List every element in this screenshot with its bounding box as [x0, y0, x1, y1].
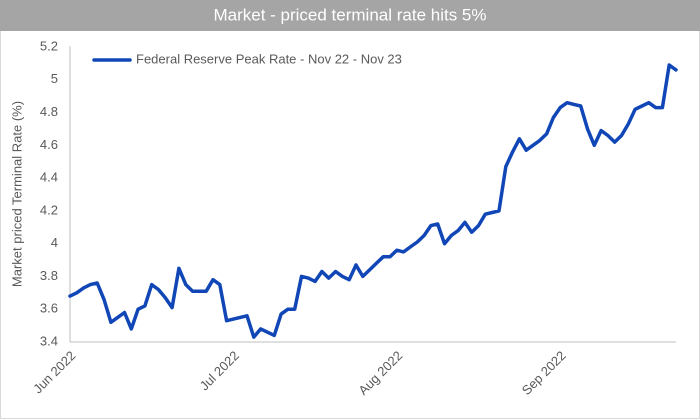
y-tick-label: 4 [51, 235, 58, 250]
y-tick-label: 4.6 [40, 137, 58, 152]
legend-label: Federal Reserve Peak Rate - Nov 22 - Nov… [136, 51, 402, 66]
chart-title: Market - priced terminal rate hits 5% [213, 5, 486, 24]
data-line [68, 63, 678, 339]
y-tick-label: 3.4 [40, 333, 58, 348]
y-tick-label: 3.8 [40, 268, 58, 283]
y-tick-label: 4.2 [40, 202, 58, 217]
y-tick-label: 5 [51, 71, 58, 86]
y-tick-label: 4.8 [40, 104, 58, 119]
y-tick-label: 3.6 [40, 301, 58, 316]
title-bar [0, 0, 700, 31]
y-tick-label: 4.4 [40, 170, 58, 185]
y-axis-label: Market priced Terminal Rate (%) [9, 101, 24, 287]
y-tick-label: 5.2 [40, 38, 58, 53]
